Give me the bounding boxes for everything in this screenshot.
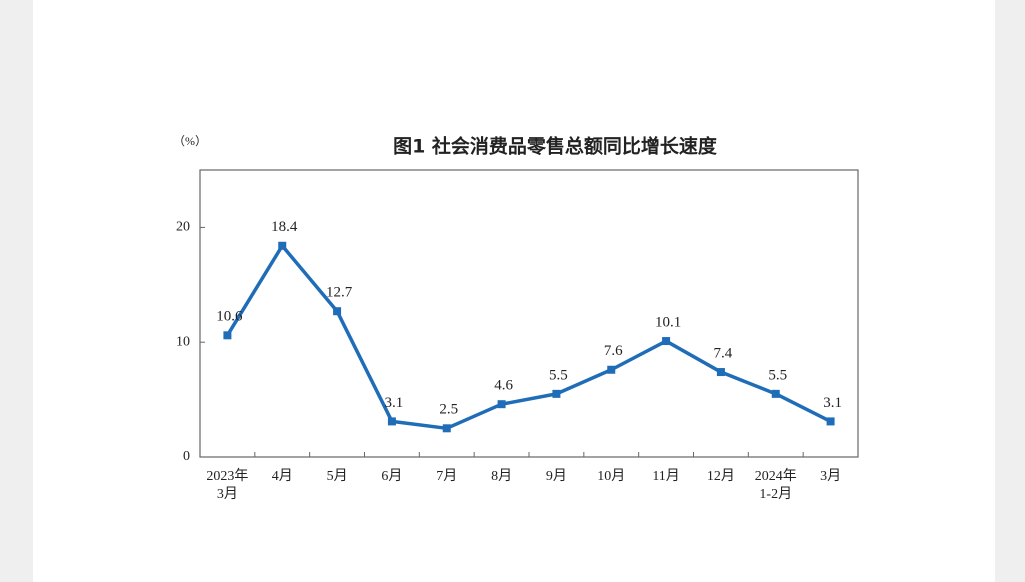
x-tick-label: 11月 <box>652 468 679 484</box>
point <box>552 389 561 398</box>
x-tick-label: 9月 <box>546 468 567 484</box>
data-label: 7.4 <box>714 345 733 361</box>
y-unit: （%） <box>173 134 207 148</box>
data-label: 3.1 <box>823 395 842 411</box>
x-tick-label-line: 1-2月 <box>759 486 792 502</box>
data-label: 10.6 <box>216 309 243 325</box>
panel <box>33 0 995 582</box>
point <box>716 368 725 377</box>
x-tick-label: 3月 <box>820 468 841 484</box>
point <box>497 400 506 409</box>
data-label: 12.7 <box>326 285 353 301</box>
data-label: 3.1 <box>385 395 404 411</box>
data-label: 5.5 <box>549 367 568 383</box>
data-label: 10.1 <box>655 314 681 330</box>
data-label: 5.5 <box>768 367 787 383</box>
point <box>278 241 287 250</box>
point <box>771 389 780 398</box>
x-tick-label: 2023年 3月 <box>206 468 248 502</box>
x-tick-label: 2024年 1-2月 <box>755 468 797 502</box>
line <box>225 244 832 431</box>
x-tick-label: 12月 <box>707 468 735 484</box>
x-tick-label-line: 2023年 <box>206 468 248 484</box>
point <box>662 337 671 346</box>
x-tick-label-line: 3月 <box>217 486 238 502</box>
x-tick-label: 7月 <box>436 468 457 484</box>
y-tick-label: 10 <box>176 334 190 349</box>
point <box>442 424 451 433</box>
data-label: 2.5 <box>439 402 458 418</box>
chart-title: 图1 社会消费品零售总额同比增长速度 <box>393 135 718 158</box>
x-tick-label: 4月 <box>272 468 293 484</box>
x-tick-label-line: 2024年 <box>755 468 797 484</box>
point <box>387 417 396 426</box>
point <box>826 417 835 426</box>
y-tick-label: 20 <box>176 220 190 235</box>
x-tick-label: 10月 <box>597 468 625 484</box>
x-tick-label: 5月 <box>327 468 348 484</box>
data-label: 4.6 <box>494 378 513 394</box>
plot-frame <box>199 169 859 458</box>
data-label: 7.6 <box>604 343 623 359</box>
point <box>333 307 342 316</box>
data-label: 18.4 <box>271 219 298 235</box>
x-tick-label: 6月 <box>381 468 402 484</box>
point <box>607 365 616 374</box>
x-tick-label: 8月 <box>491 468 512 484</box>
point <box>223 331 232 340</box>
y-tick-label: 0 <box>183 449 190 464</box>
